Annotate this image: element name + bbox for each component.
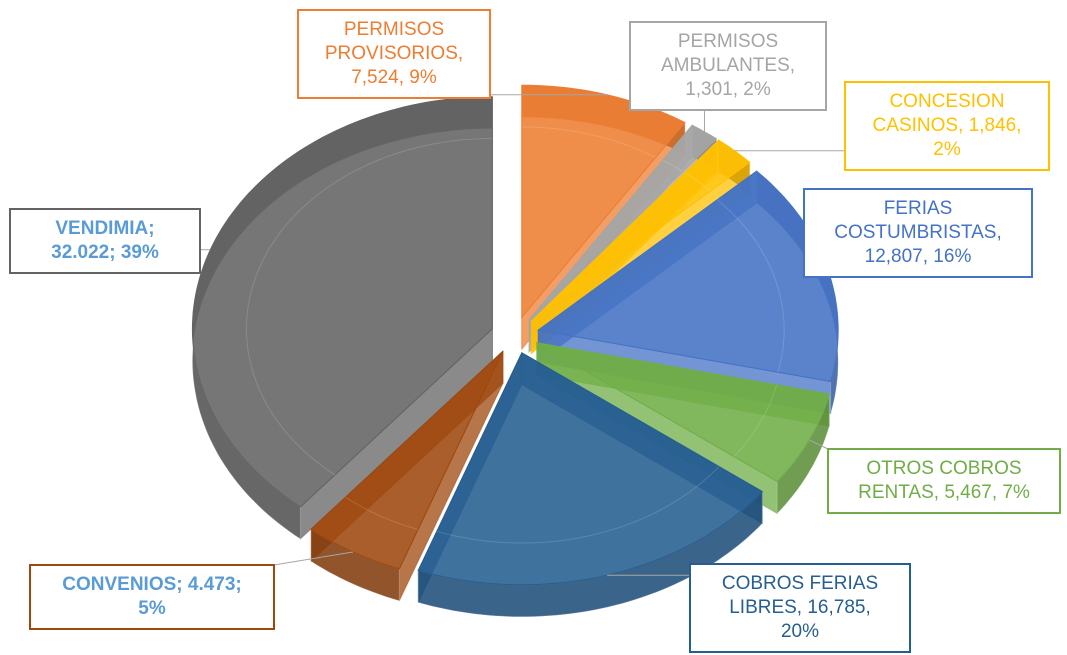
slice-highlight <box>716 199 785 373</box>
slice-highlight <box>521 126 656 158</box>
slice-side-shade <box>311 529 400 601</box>
data-label: CONCESION <box>889 91 1004 112</box>
label-box <box>827 448 1061 514</box>
slice-side-shade <box>418 491 763 617</box>
data-label: PROVISORIOS, <box>325 43 463 64</box>
data-label: PERMISOS <box>678 31 778 52</box>
slice-highlight <box>245 137 493 476</box>
slice-side-shade <box>777 394 830 514</box>
label-box <box>629 21 827 111</box>
slice <box>528 124 718 321</box>
label-box <box>803 188 1033 278</box>
label-box <box>689 563 911 653</box>
data-label: 2% <box>933 139 961 160</box>
data-label: 7,524, 9% <box>351 67 437 88</box>
slice-highlight <box>345 496 419 531</box>
data-label: VENDIMIA; <box>55 218 154 239</box>
label-box <box>9 208 201 274</box>
data-label: 32.022; 39% <box>51 242 159 263</box>
data-label: COSTUMBRISTAS, <box>834 222 1002 243</box>
slice <box>536 342 830 483</box>
label-box <box>29 564 275 630</box>
data-label: AMBULANTES, <box>661 55 795 76</box>
data-label: COBROS FERIAS <box>722 573 878 594</box>
data-label: RENTAS, 5,467, 7% <box>858 482 1030 503</box>
data-label: CASINOS, 1,846, <box>873 115 1022 136</box>
data-label: 12,807, 16% <box>865 246 972 267</box>
slice-highlight <box>733 384 778 457</box>
label-box <box>297 9 491 99</box>
data-label: CONVENIOS; 4.473; <box>62 574 242 595</box>
data-label: OTROS COBROS <box>866 458 1021 479</box>
data-label: LIBRES, 16,785, <box>729 597 871 618</box>
data-label: 1,301, 2% <box>685 79 771 100</box>
slice <box>521 84 686 319</box>
data-label: 5% <box>138 598 166 619</box>
leader-line <box>273 551 354 566</box>
data-label: 20% <box>781 621 819 642</box>
slice <box>310 350 504 570</box>
data-label: FERIAS <box>884 198 953 219</box>
slice-highlight <box>684 172 711 192</box>
data-label: PERMISOS <box>344 19 444 40</box>
leader-line <box>808 439 829 450</box>
slice-highlight <box>662 159 683 172</box>
slice <box>530 139 751 322</box>
slice-highlight <box>436 466 720 544</box>
label-box <box>844 81 1050 171</box>
